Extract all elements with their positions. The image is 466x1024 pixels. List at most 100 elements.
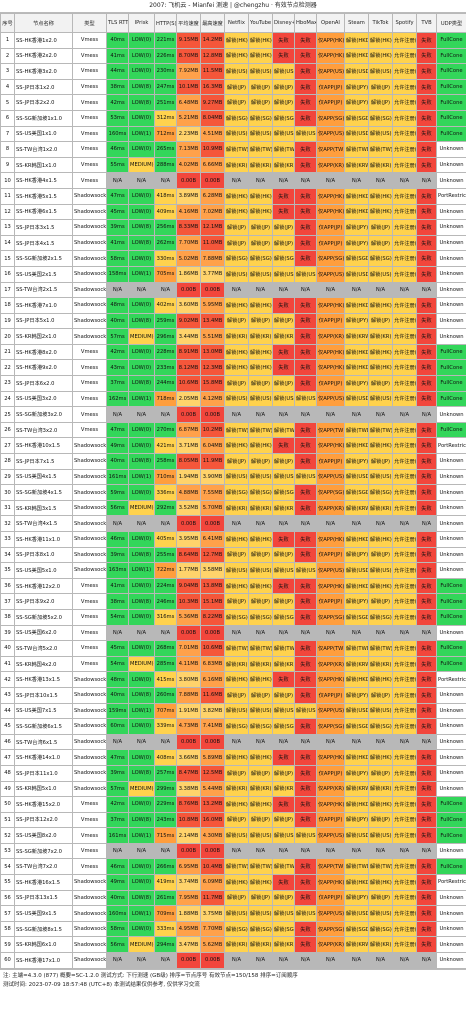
table-cell: 允许注册(SG)	[392, 250, 417, 267]
table-cell: N/A	[316, 172, 345, 189]
table-cell: 失败	[294, 141, 317, 158]
table-cell: 9.27MB	[200, 94, 225, 111]
table-cell: N/A	[224, 281, 249, 299]
table-cell: 58	[0, 920, 15, 938]
table-cell: 32	[0, 515, 15, 532]
table-cell: 失败	[272, 343, 295, 361]
table-cell: 20	[0, 328, 15, 345]
table-cell: LOW(0)	[128, 47, 155, 65]
table-cell: 55	[0, 874, 15, 891]
table-cell: 失败	[294, 421, 317, 439]
table-cell: 解锁(JPY)	[344, 764, 369, 782]
table-cell: 失败	[416, 531, 437, 548]
table-cell: LOW(0)	[128, 141, 155, 158]
table-cell: 失败	[272, 359, 295, 377]
table-cell: LOW(0)	[128, 421, 155, 439]
table-cell: N/A	[392, 733, 417, 751]
table-cell: 解锁(SG)	[368, 718, 393, 735]
table-cell: 失败	[416, 437, 437, 455]
table-cell: 解锁(HK)	[224, 297, 249, 314]
table-cell: 6.87MB	[176, 421, 201, 439]
table-cell: 允许注册(HK)	[392, 874, 417, 891]
table-cell: 31	[0, 499, 15, 517]
table-cell: 仅APP(TW)	[316, 640, 345, 657]
table-cell: 失败	[416, 109, 437, 127]
table-cell: 294ms	[154, 936, 177, 954]
table-cell: N/A	[416, 281, 437, 299]
table-cell: N/A	[224, 515, 249, 532]
table-cell: 仅APP(HK)	[316, 343, 345, 361]
table-row: 51 SS-JP日本12x2.0 Vmess 37ms LOW(8) 243ms 10.8M…	[0, 811, 466, 829]
table-cell: N/A	[368, 624, 393, 642]
table-cell: 解锁(USD)	[344, 390, 369, 408]
table-cell: Vmess	[72, 375, 107, 392]
table-cell: Shadowsocks	[72, 764, 107, 782]
table-cell: 失败	[416, 468, 437, 486]
table-cell: Unknown	[436, 453, 466, 470]
table-cell: 失败	[416, 453, 437, 470]
table-cell: 仅APP(HK)	[316, 437, 345, 455]
table-row: 33 SS-HK香港11x1.0 Shadowsocks 46ms LOW(0) 405m…	[0, 531, 466, 548]
table-cell: N/A	[344, 172, 369, 189]
table-cell: Unknown	[436, 562, 466, 579]
table-cell: 失败	[294, 655, 317, 673]
table-cell: Unknown	[436, 312, 466, 330]
table-cell: 失败	[416, 78, 437, 96]
table-cell: 14	[0, 234, 15, 252]
table-cell: 允许注册(KR)	[392, 328, 417, 345]
table-cell: Unknown	[436, 234, 466, 252]
table-cell: Shadowsocks	[72, 686, 107, 704]
table-cell: 0.00B	[176, 172, 201, 189]
table-cell: 解锁(JP)	[224, 686, 249, 704]
table-cell: 失败	[294, 47, 317, 65]
table-row: 8 SS-TW台湾1x2.0 Vmess 46ms LOW(0) 265ms 7.13MB 1…	[0, 141, 466, 158]
table-cell: 仅APP(SG)	[316, 608, 345, 626]
table-cell: 26	[0, 421, 15, 439]
table-cell: 解锁(KR)	[368, 936, 393, 954]
table-cell: 712ms	[154, 125, 177, 143]
table-cell: 7.70MB	[176, 234, 201, 252]
table-cell: 162ms	[106, 390, 129, 408]
table-cell: 允许注册(HK)	[392, 671, 417, 688]
table-cell: 仅APP(JP)	[316, 375, 345, 392]
table-cell: 解锁(SG)	[248, 250, 273, 267]
table-cell: 解锁(US)	[224, 827, 249, 844]
table-cell: 解锁(HK)	[368, 531, 393, 548]
table-cell: 13.0MB	[200, 343, 225, 361]
table-cell: 失败	[294, 250, 317, 267]
table-cell: 37ms	[106, 375, 129, 392]
table-cell: 解锁(SG)	[272, 250, 295, 267]
header-cell: 类型	[72, 13, 107, 33]
table-cell: 261ms	[154, 889, 177, 907]
table-cell: 解锁(SG)	[368, 484, 393, 501]
table-cell: N/A	[272, 515, 295, 532]
table-cell: 失败	[272, 577, 295, 595]
table-cell: 失败	[294, 811, 317, 829]
table-cell: 44	[0, 702, 15, 720]
table-cell: FullCone	[436, 421, 466, 439]
table-cell: 失败	[294, 156, 317, 174]
table-cell: 58ms	[106, 920, 129, 938]
table-cell: 失败	[294, 359, 317, 377]
table-cell: LOW(1)	[128, 702, 155, 720]
table-cell: SS-JP日本2x2.0	[14, 94, 73, 111]
table-cell: 37ms	[106, 811, 129, 829]
table-cell: SS-SG新加坡7x2.0	[14, 842, 73, 860]
table-cell: 解锁(JP)	[248, 686, 273, 704]
table-cell: 解锁(SG)	[224, 484, 249, 501]
table-cell: 解锁(US)	[224, 265, 249, 283]
table-cell: LOW(0)	[128, 531, 155, 548]
table-row: 43 SS-JP日本10x1.5 Shadowsocks 40ms LOW(8) 260m…	[0, 686, 466, 704]
table-cell: 3.52MB	[176, 499, 201, 517]
table-cell: 失败	[416, 577, 437, 595]
header-cell: TLS RTT	[106, 13, 129, 33]
table-cell: 10.6MB	[176, 375, 201, 392]
table-cell: 仅APP(US)	[316, 265, 345, 283]
table-cell: 解锁(USD)	[344, 702, 369, 720]
table-cell: LOW(1)	[128, 265, 155, 283]
table-cell: 解锁(KR)	[224, 156, 249, 174]
table-cell: 解锁(HKD)	[344, 343, 369, 361]
table-cell: SS-HK香港2x2.0	[14, 47, 73, 65]
table-cell: Vmess	[72, 141, 107, 158]
table-cell: 5.51MB	[200, 328, 225, 345]
